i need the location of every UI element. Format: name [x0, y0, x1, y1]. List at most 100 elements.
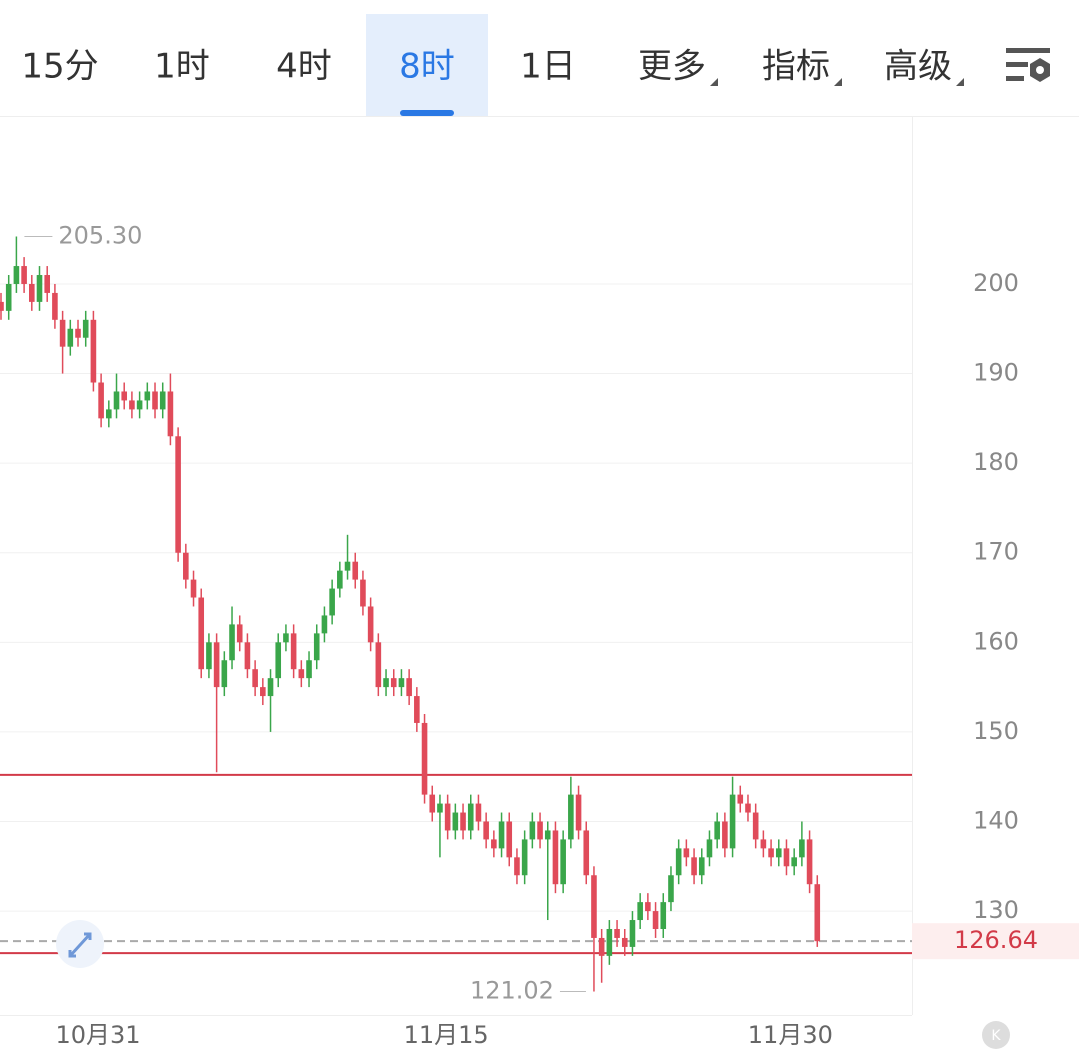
candle-body	[21, 266, 27, 284]
tab[interactable]: 1日	[520, 47, 576, 87]
candle-body	[460, 812, 466, 831]
candle-body	[783, 848, 790, 867]
candle-body	[722, 821, 728, 849]
high-label: 205.30	[58, 221, 142, 249]
candle-body	[768, 848, 774, 858]
candle-body	[90, 319, 97, 383]
candle-body	[714, 821, 720, 840]
candle-body	[5, 283, 12, 311]
candle-body	[398, 678, 405, 688]
candle-body	[221, 660, 228, 688]
candle-body	[136, 400, 143, 410]
y-tick-label: 130	[973, 896, 1019, 924]
tab-arrow	[710, 78, 718, 86]
candle-body	[13, 266, 20, 284]
tab[interactable]: 更多	[638, 47, 706, 87]
candle-body	[198, 597, 205, 670]
tab[interactable]: 高级	[884, 47, 952, 87]
candle-body	[152, 391, 158, 410]
candle-body	[660, 902, 667, 929]
candle-body	[367, 606, 374, 643]
candle-body	[729, 794, 736, 849]
candle-body	[675, 848, 682, 876]
candle-body	[583, 830, 590, 876]
tab[interactable]: 1时	[154, 47, 210, 87]
swap-icon[interactable]	[56, 920, 104, 968]
candle-body	[683, 848, 690, 858]
candle-body	[129, 400, 135, 410]
candle-body	[206, 642, 212, 670]
badge-text: K	[991, 1028, 1001, 1044]
candle-body	[706, 839, 713, 858]
candle-body	[52, 292, 58, 320]
low-label: 121.02	[470, 977, 554, 1005]
candle-body	[814, 884, 821, 942]
settings-icon[interactable]	[1006, 48, 1050, 82]
icon-arrow	[68, 932, 92, 958]
candle-body	[82, 319, 89, 338]
candle-body	[275, 642, 282, 679]
candle-body	[737, 794, 744, 804]
candle-body	[544, 830, 551, 840]
candle-body	[452, 812, 459, 831]
candle-body	[183, 552, 189, 580]
candle-body	[606, 928, 613, 956]
candle-body	[236, 624, 243, 643]
candle-body	[614, 928, 620, 938]
candle-body	[621, 937, 628, 947]
candle-body	[598, 937, 605, 956]
x-tick-label: 10月31	[55, 1021, 140, 1049]
candle-body	[467, 803, 474, 831]
tab[interactable]: 15分	[21, 47, 98, 87]
tab[interactable]: 8时	[399, 47, 455, 87]
y-tick-label: 180	[973, 448, 1019, 476]
candle-body	[390, 678, 397, 688]
icon-bar	[1006, 76, 1024, 81]
icon-hole	[1036, 66, 1044, 74]
last-price-bg	[912, 923, 1079, 960]
candle-body	[167, 391, 174, 437]
y-tick-label: 150	[973, 717, 1019, 745]
tab[interactable]: 4时	[276, 47, 332, 87]
candle-body	[629, 920, 636, 947]
candle-body	[406, 678, 412, 697]
tab-arrow	[956, 78, 964, 86]
tab[interactable]: 指标	[762, 47, 830, 87]
candle-body	[429, 794, 436, 813]
x-tick-label: 11月15	[404, 1021, 489, 1049]
y-tick-label: 200	[973, 269, 1019, 297]
candle-body	[252, 669, 258, 688]
candle-body	[383, 678, 389, 688]
candle-body	[506, 821, 513, 858]
tab-arrow	[834, 78, 842, 86]
candle-body	[290, 633, 297, 670]
candle-body	[529, 821, 536, 840]
candle-body	[144, 391, 151, 401]
last-price-label: 126.64	[954, 926, 1038, 954]
candle-body	[668, 875, 674, 903]
candle-body	[691, 857, 697, 876]
candle-body	[29, 283, 35, 302]
candle-body	[229, 624, 235, 661]
candle-body	[36, 275, 43, 302]
candle-body	[329, 588, 335, 616]
candle-body	[213, 642, 220, 688]
candle-body	[591, 875, 597, 938]
candle-body	[298, 669, 305, 679]
candle-body	[575, 794, 582, 831]
icon-bar	[1006, 62, 1028, 67]
y-tick-label: 160	[973, 627, 1019, 655]
candle-body	[491, 839, 497, 849]
candle-body	[791, 857, 797, 867]
candle-body	[645, 902, 651, 912]
badge	[982, 1021, 1010, 1049]
candle-body	[437, 803, 443, 813]
candle-body	[698, 857, 705, 876]
candle-body	[344, 561, 351, 571]
candle-body	[244, 642, 251, 670]
candle-body	[121, 391, 128, 401]
y-tick-label: 140	[973, 806, 1019, 834]
candle-body	[775, 848, 782, 858]
candle-body	[652, 911, 659, 929]
